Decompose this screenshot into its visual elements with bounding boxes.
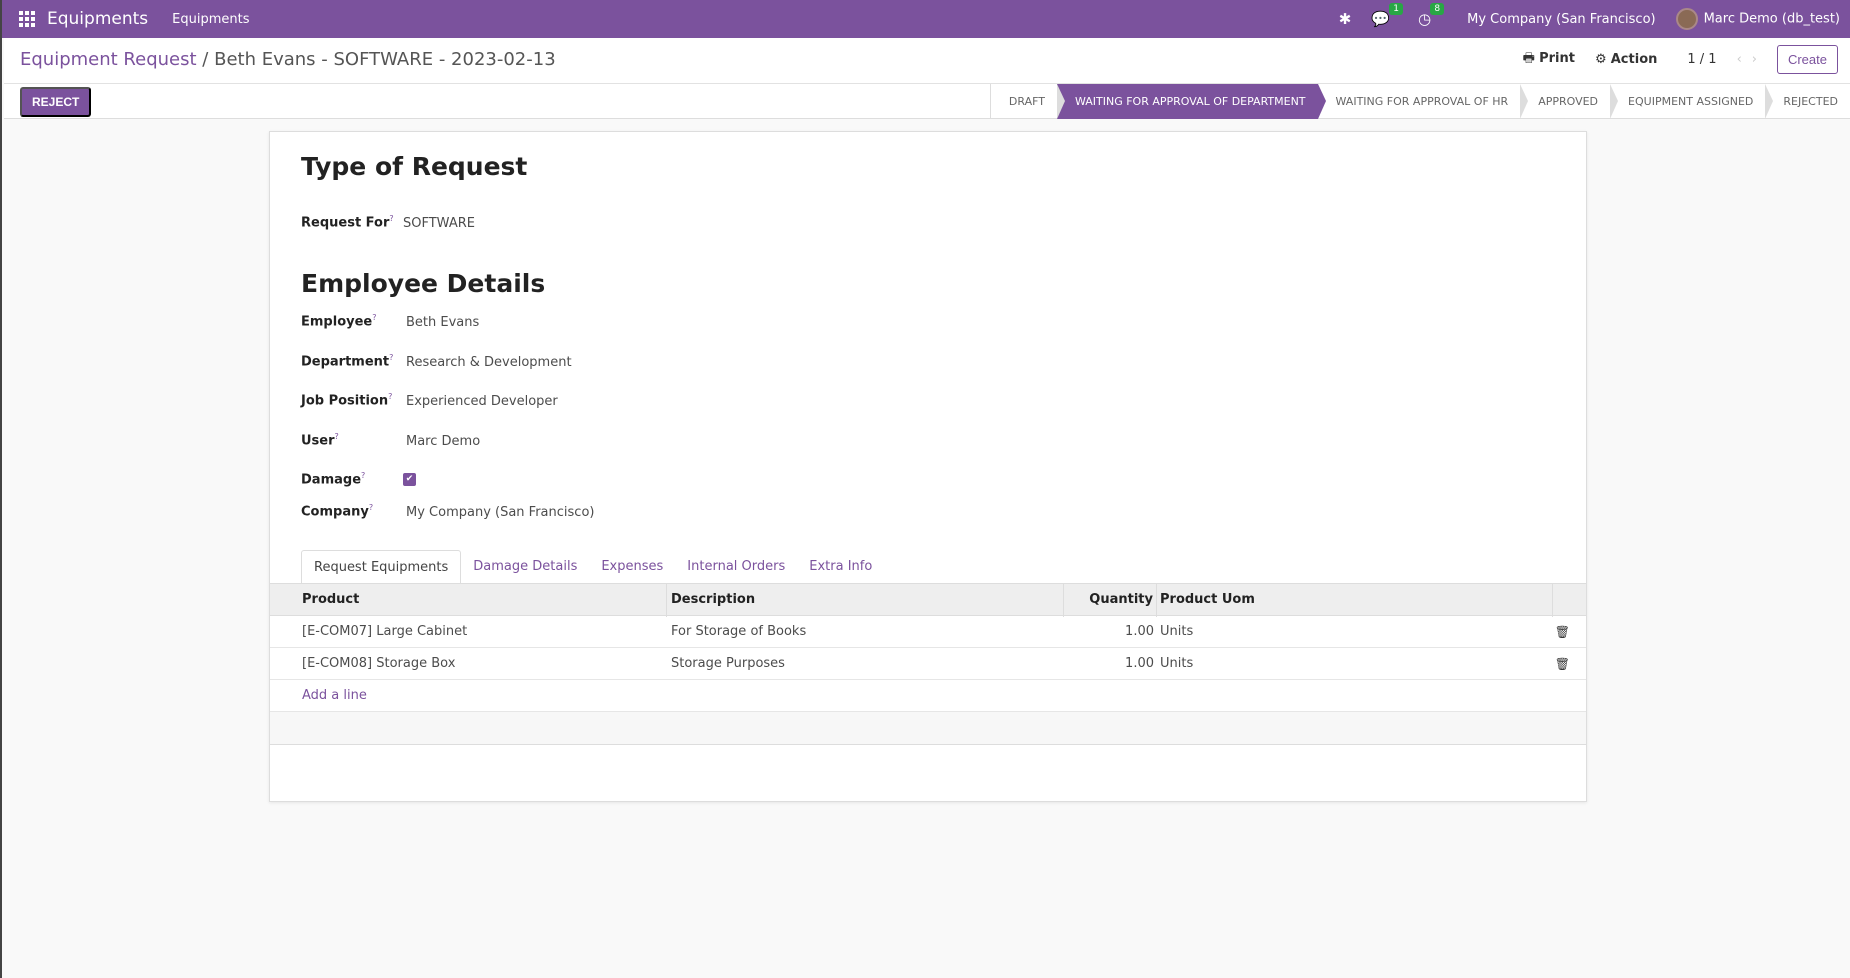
divider	[4, 83, 1850, 84]
activities-badge: 8	[1430, 3, 1445, 15]
label-damage: Damage?	[301, 471, 366, 488]
request-for-value[interactable]: SOFTWARE	[403, 216, 475, 231]
avatar	[1675, 8, 1698, 30]
chevron-left-icon[interactable]: ‹	[1736, 52, 1742, 67]
department-field[interactable]: Research & Development	[406, 355, 572, 370]
cell-uom: Units	[1160, 624, 1194, 639]
label-job-position: Job Position?	[301, 392, 393, 409]
label-request-for: Request For?	[301, 214, 394, 231]
company-switcher[interactable]: My Company (San Francisco)	[1467, 11, 1656, 27]
add-line-row: Add a line	[270, 680, 1586, 712]
section-type-of-request: Type of Request	[301, 152, 528, 181]
section-employee-details: Employee Details	[301, 269, 546, 298]
col-description[interactable]: Description	[671, 592, 756, 607]
table-footer	[270, 712, 1586, 745]
menu-equipments[interactable]: Equipments	[172, 11, 250, 27]
tab-extra-info[interactable]: Extra Info	[809, 559, 873, 574]
employee-field[interactable]: Beth Evans	[406, 315, 480, 330]
stage-approved[interactable]: APPROVED	[1520, 84, 1618, 119]
clock-icon[interactable]: ◷ 8	[1418, 3, 1445, 28]
col-product[interactable]: Product	[302, 592, 360, 607]
reject-button[interactable]: REJECT	[20, 87, 92, 117]
company-field[interactable]: My Company (San Francisco)	[406, 505, 595, 520]
breadcrumb-current: Beth Evans - SOFTWARE - 2023-02-13	[214, 49, 556, 70]
statusbar: DRAFT WAITING FOR APPROVAL OF DEPARTMENT…	[989, 84, 1850, 119]
messages-badge: 1	[1389, 3, 1404, 15]
control-panel: Equipment Request / Beth Evans - SOFTWAR…	[4, 38, 1850, 119]
bug-icon[interactable]: ✱	[1338, 10, 1352, 28]
tab-internal-orders[interactable]: Internal Orders	[687, 559, 786, 574]
cell-product: [E-COM08] Storage Box	[302, 656, 456, 671]
trash-icon[interactable]: 🗑	[1554, 656, 1570, 671]
notebook-tabs: Request Equipments Damage Details Expens…	[301, 550, 884, 585]
chat-icon[interactable]: 💬 1	[1371, 3, 1404, 28]
app-name[interactable]: Equipments	[47, 9, 149, 29]
pager-value[interactable]: 1 / 1	[1687, 52, 1717, 67]
user-menu[interactable]: Marc Demo (db_test)	[1675, 8, 1840, 30]
cell-description: Storage Purposes	[671, 656, 785, 671]
top-navbar: Equipments Equipments ✱ 💬 1 ◷ 8 My Company…	[2, 0, 1850, 38]
breadcrumb: Equipment Request / Beth Evans - SOFTWAR…	[20, 49, 556, 70]
table-header: Product Description Quantity Product Uom	[270, 583, 1586, 617]
table-row[interactable]: [E-COM08] Storage Box Storage Purposes 1…	[270, 648, 1586, 680]
create-button[interactable]: Create	[1776, 45, 1838, 74]
action-button[interactable]: ⚙ Action	[1594, 52, 1658, 67]
cell-quantity: 1.00	[1125, 624, 1154, 639]
print-button[interactable]: 🖶 Print	[1522, 50, 1575, 66]
label-company: Company?	[301, 503, 374, 520]
tab-expenses[interactable]: Expenses	[601, 559, 664, 574]
label-employee: Employee?	[301, 313, 377, 330]
col-product-uom[interactable]: Product Uom	[1160, 592, 1255, 607]
stage-equipment-assigned[interactable]: EQUIPMENT ASSIGNED	[1610, 84, 1774, 119]
tab-damage-details[interactable]: Damage Details	[473, 559, 578, 574]
tab-request-equipments[interactable]: Request Equipments	[301, 550, 462, 585]
trash-icon[interactable]: 🗑	[1554, 624, 1570, 639]
apps-grid-icon[interactable]	[19, 11, 35, 27]
stage-draft[interactable]: DRAFT	[991, 84, 1066, 119]
user-field[interactable]: Marc Demo	[406, 434, 481, 449]
col-quantity[interactable]: Quantity	[1089, 592, 1153, 607]
table-row[interactable]: [E-COM07] Large Cabinet For Storage of B…	[270, 616, 1586, 648]
label-user: User?	[301, 432, 339, 449]
damage-checkbox[interactable]: ✔	[403, 473, 416, 486]
cell-uom: Units	[1160, 656, 1194, 671]
breadcrumb-separator: /	[202, 49, 209, 70]
cell-quantity: 1.00	[1125, 656, 1154, 671]
stage-waiting-department[interactable]: WAITING FOR APPROVAL OF DEPARTMENT	[1056, 84, 1326, 119]
stage-rejected[interactable]: REJECTED	[1765, 84, 1850, 119]
equipment-lines-table: Product Description Quantity Product Uom…	[270, 583, 1586, 745]
print-icon: 🖶	[1522, 50, 1535, 66]
add-line-link[interactable]: Add a line	[302, 688, 367, 703]
cell-description: For Storage of Books	[671, 624, 807, 639]
chevron-right-icon[interactable]: ›	[1751, 52, 1757, 67]
gear-icon: ⚙	[1594, 52, 1607, 67]
breadcrumb-parent[interactable]: Equipment Request	[20, 49, 197, 70]
stage-waiting-hr[interactable]: WAITING FOR APPROVAL OF HR	[1318, 84, 1528, 119]
form-sheet: Type of Request Request For? SOFTWARE Em…	[269, 131, 1587, 802]
user-name: Marc Demo (db_test)	[1703, 11, 1840, 27]
label-department: Department?	[301, 353, 394, 370]
cell-product: [E-COM07] Large Cabinet	[302, 624, 468, 639]
job-position-field[interactable]: Experienced Developer	[406, 394, 558, 409]
